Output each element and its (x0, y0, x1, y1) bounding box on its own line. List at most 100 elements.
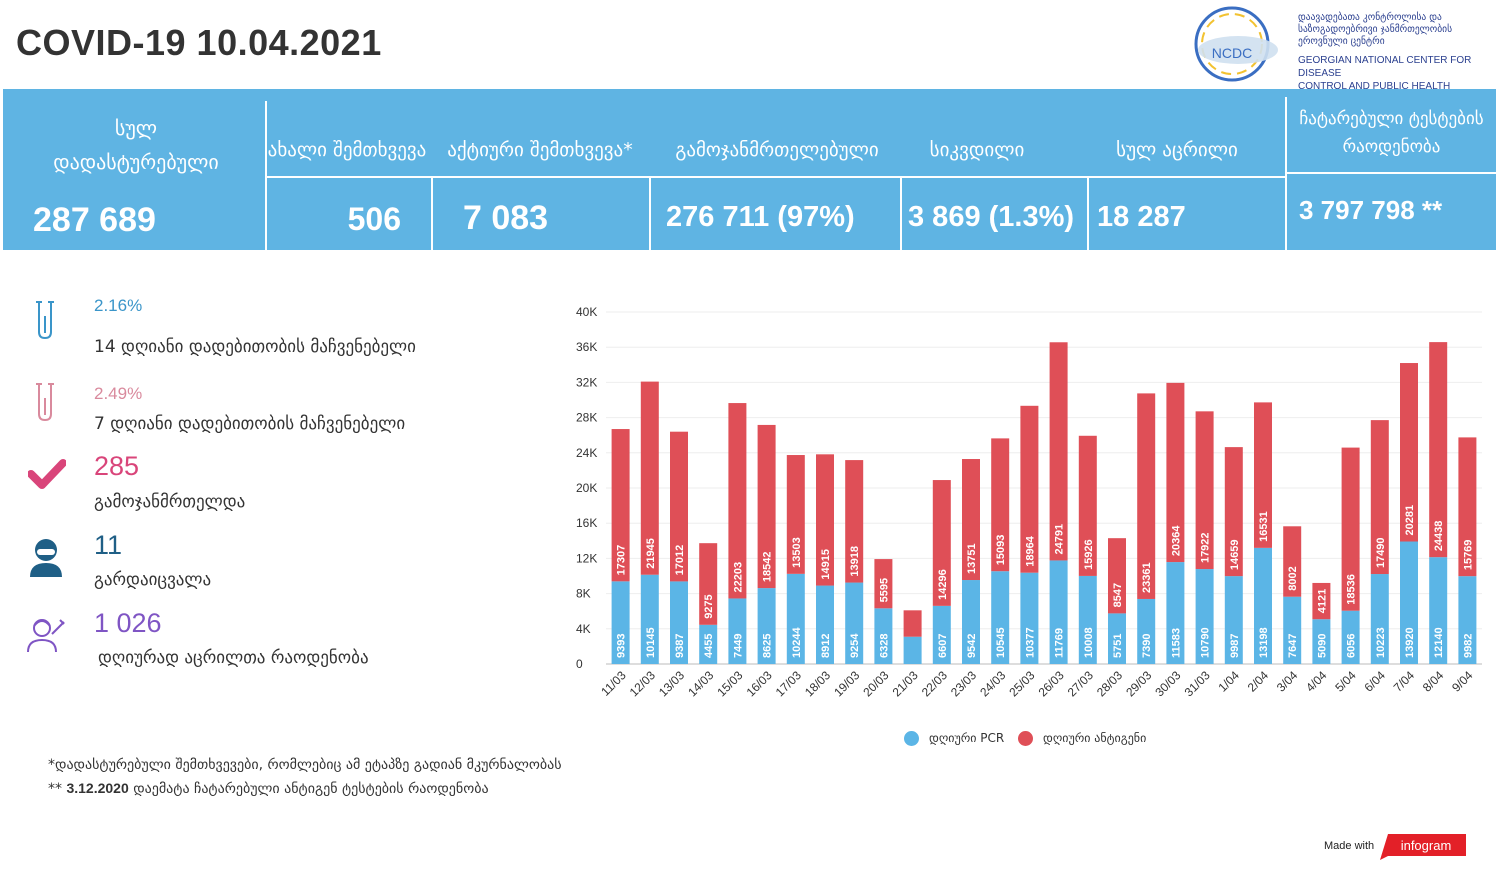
x-tick-label: 1/04 (1216, 668, 1243, 695)
data-label-pcr: 10145 (645, 627, 657, 658)
data-label-antigen: 18542 (762, 552, 774, 583)
data-label-antigen: 16531 (1258, 511, 1270, 542)
y-tick-label: 8K (576, 587, 591, 601)
data-label-pcr: 8625 (762, 634, 774, 658)
total-confirmed-label: სულ დადასტურებული (13, 111, 259, 179)
x-axis: 11/0312/0313/0314/0315/0316/0317/0318/03… (598, 668, 1476, 699)
person-icon (30, 539, 62, 577)
x-tick-label: 14/03 (685, 668, 716, 699)
legend-item-antigen: დღიური ანტიგენი (1018, 731, 1146, 746)
logo-en-line: CONTROL AND PUBLIC HEALTH (1298, 81, 1451, 92)
bar-antigen (1254, 402, 1272, 548)
data-label-pcr: 7449 (732, 634, 744, 658)
logo-ka-line: ეროვნული ცენტრი (1298, 36, 1385, 47)
data-label-antigen: 20281 (1404, 505, 1416, 536)
positivity-14-label: 14 დღიანი დადებითობის მაჩვენებელი (94, 337, 416, 357)
data-label-pcr: 10545 (995, 627, 1007, 658)
y-tick-label: 36K (576, 340, 597, 354)
data-label-pcr: 9987 (1229, 634, 1241, 658)
total-confirmed-value: 287 689 (33, 201, 156, 239)
data-label-antigen: 13918 (849, 546, 861, 577)
x-tick-label: 6/04 (1362, 668, 1389, 695)
data-label-pcr: 5751 (1112, 634, 1124, 658)
x-tick-label: 7/04 (1391, 668, 1418, 695)
x-tick-label: 5/04 (1332, 668, 1359, 695)
page-title: COVID-19 10.04.2021 (16, 22, 382, 63)
bar-antigen (874, 559, 893, 609)
bar-antigen (932, 480, 951, 606)
bar-antigen (1049, 342, 1068, 561)
data-label-pcr: 10008 (1083, 627, 1095, 658)
data-label-antigen: 15926 (1083, 539, 1095, 570)
data-label-pcr: 10790 (1200, 627, 1212, 658)
x-tick-label: 29/03 (1123, 668, 1154, 699)
bar-pcr (1429, 557, 1448, 664)
data-label-antigen: 23361 (1141, 562, 1153, 593)
bar-pcr (670, 581, 688, 664)
data-label-pcr: 9982 (1462, 634, 1474, 658)
bar-pcr (1254, 547, 1272, 664)
x-tick-label: 12/03 (627, 668, 658, 699)
logo-text-english: GEORGIAN NATIONAL CENTER FOR DISEASE CON… (1298, 54, 1496, 93)
infogram-logo[interactable]: infogram (1380, 834, 1466, 860)
vaccinated-total-label: სულ აცრილი (1116, 139, 1238, 161)
total-label-line: სულ (114, 116, 158, 140)
x-tick-label: 13/03 (656, 668, 687, 699)
logo-ka-line: დაავადებათა კონტროლისა და (1298, 12, 1442, 23)
bar-pcr (932, 605, 951, 664)
data-label-antigen: 8547 (1112, 583, 1124, 607)
data-label-pcr: 7390 (1141, 634, 1153, 658)
data-label-antigen: 8002 (1287, 566, 1299, 590)
vaccination-icon (27, 619, 65, 653)
footnote-prefix: ** (48, 781, 67, 797)
vaccinated-daily-label: დღიურად აცრილთა რაოდენობა (98, 648, 369, 668)
data-label-antigen: 18964 (1024, 535, 1036, 566)
y-tick-label: 0 (576, 657, 583, 671)
deaths-value: 3 869 (1.3%) (908, 201, 1075, 233)
bar-antigen (670, 431, 688, 582)
active-cases-label: აქტიური შემთხვევა* (447, 139, 633, 161)
data-label-antigen: 9275 (703, 594, 715, 618)
x-tick-label: 2/04 (1245, 668, 1272, 695)
data-label-pcr: 10223 (1375, 627, 1387, 658)
bar-antigen (1458, 437, 1477, 577)
divider (431, 177, 433, 250)
test-tube-icon (36, 383, 54, 422)
data-label-pcr: 12140 (1433, 627, 1445, 658)
data-label-pcr: 9542 (966, 634, 978, 658)
logo-ka-line: საზოგადოებრივი ჯანმრთელობის (1298, 24, 1453, 35)
x-tick-label: 20/03 (860, 668, 891, 699)
legend-item-pcr: დღიური PCR (904, 731, 1004, 746)
bar-pcr (1049, 560, 1068, 664)
x-tick-label: 17/03 (773, 668, 804, 699)
bar-pcr (903, 636, 922, 664)
data-label-pcr: 6328 (878, 634, 890, 658)
bar-antigen (611, 429, 630, 582)
divider (900, 177, 902, 250)
bar-pcr (1137, 598, 1156, 664)
divider (649, 177, 651, 250)
data-label-pcr: 4455 (703, 634, 715, 658)
divider (265, 101, 267, 250)
x-tick-label: 28/03 (1094, 668, 1125, 699)
bar-antigen (1078, 435, 1097, 576)
y-tick-label: 28K (576, 411, 597, 425)
x-tick-label: 30/03 (1152, 668, 1183, 699)
vaccinated-daily-value: 1 026 (94, 608, 162, 638)
x-tick-label: 8/04 (1420, 668, 1447, 695)
bar-antigen (1283, 526, 1302, 597)
divider (1285, 97, 1287, 250)
divider (1087, 177, 1089, 250)
summary-band: სულ დადასტურებული 287 689 ახალი შემთხვევ… (3, 89, 1496, 250)
tests-value: 3 797 798 ** (1299, 195, 1443, 225)
x-tick-label: 19/03 (831, 668, 862, 699)
bar-antigen (728, 403, 747, 599)
bar-pcr (1312, 619, 1331, 664)
data-label-antigen: 13751 (966, 543, 978, 574)
positivity-7-value: 2.49% (94, 384, 143, 403)
divider (267, 176, 1285, 178)
logo-en-line: GEORGIAN NATIONAL CENTER FOR DISEASE (1298, 55, 1472, 79)
bar-pcr (845, 582, 864, 664)
data-label-pcr: 13198 (1258, 627, 1270, 658)
data-label-pcr: 9393 (616, 634, 628, 658)
